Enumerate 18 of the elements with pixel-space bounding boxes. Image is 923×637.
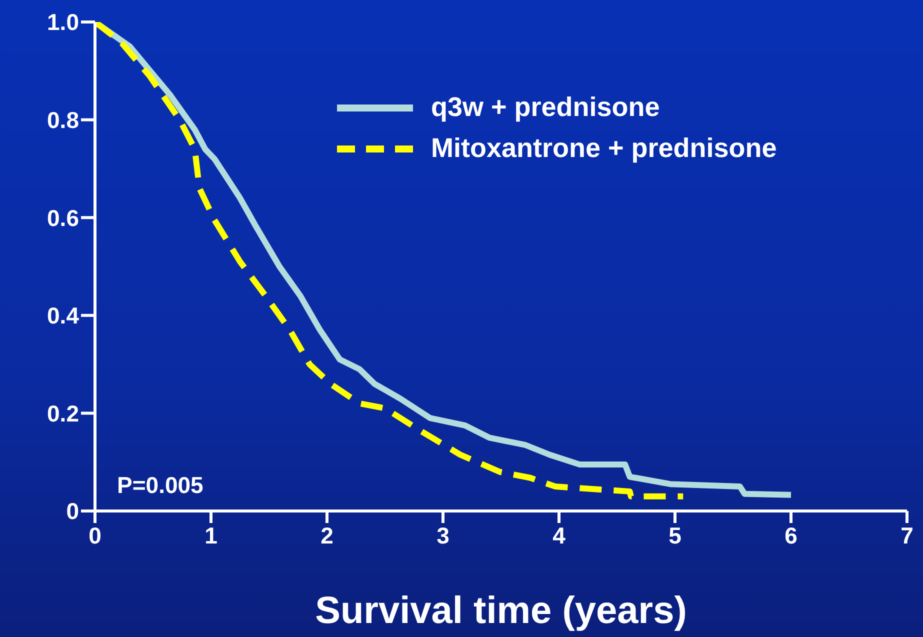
annotation: P=0.005 xyxy=(117,472,204,499)
x-tick-label: 5 xyxy=(668,522,682,548)
y-tick-label: 1.0 xyxy=(47,9,79,36)
x-tick-label: 4 xyxy=(552,522,566,548)
x-axis-title: Survival time (years) xyxy=(315,590,687,632)
y-tick-label: 0.8 xyxy=(47,106,80,133)
legend-label: q3w + prednisone xyxy=(431,92,660,123)
x-tick-label: 0 xyxy=(88,522,102,548)
x-tick-label: 1 xyxy=(204,522,218,548)
y-tick-label: 0.6 xyxy=(47,204,79,231)
y-tick-label: 0 xyxy=(66,498,79,524)
legend-label: Mitoxantrone + prednisone xyxy=(431,133,777,164)
y-tick-label: 0.2 xyxy=(47,400,79,426)
x-tick-label: 7 xyxy=(900,522,914,548)
x-tick-label: 6 xyxy=(784,522,798,548)
x-tick-label: 2 xyxy=(320,522,334,548)
y-tick-label: 0.4 xyxy=(47,302,80,329)
x-tick-label: 3 xyxy=(436,522,450,548)
